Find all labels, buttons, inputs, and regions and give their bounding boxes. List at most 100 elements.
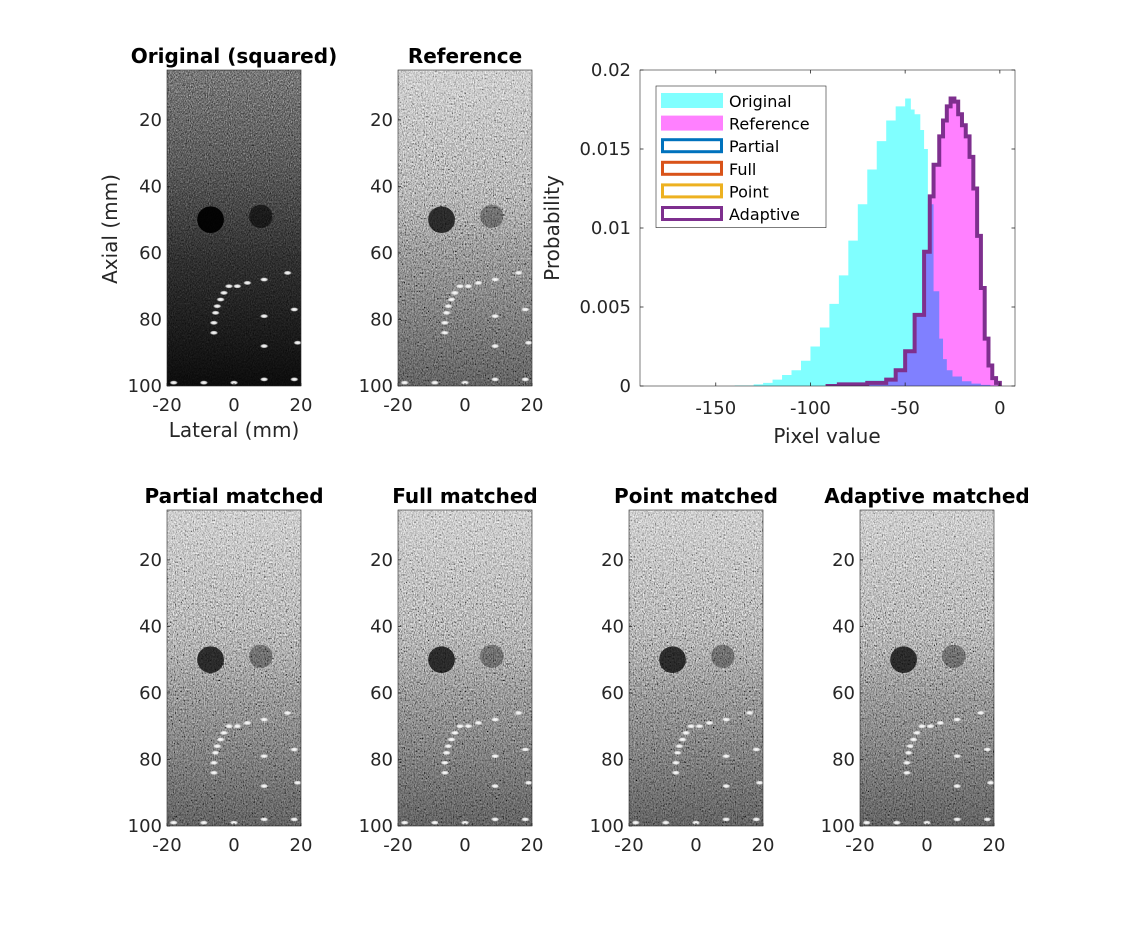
point-target [224,724,234,729]
point-target [952,817,962,822]
point-target [209,760,219,765]
point-target [673,750,682,756]
y-tick-label: 40 [139,616,162,637]
point-target [211,310,220,316]
x-tick-label: -150 [695,398,736,419]
point-target [259,313,269,319]
point-target [661,820,671,825]
panel-full: -20 0 20 20 40 60 80 100 Full matched [359,484,544,856]
legend-label: Reference [729,115,810,134]
cyst [890,646,917,673]
x-tick-label: 20 [290,835,313,856]
point-target [904,750,913,756]
point-target [976,710,985,716]
panel-original: -20 0 20 20 40 60 80 100 Original (squared) Lat… [98,44,337,442]
x-tick-label: 20 [752,835,775,856]
x-tick-label: 0 [228,395,239,416]
cyst [428,206,455,233]
point-target [936,720,945,726]
point-target [169,380,178,385]
point-target [442,750,451,756]
point-target [209,330,219,335]
point-target [686,724,696,729]
depth-shading [398,70,532,386]
y-tick-label: 0.01 [591,218,631,239]
y-tick-label: 20 [139,550,162,571]
point-target [290,307,299,312]
point-target [219,290,229,296]
panel-title: Reference [408,44,522,68]
y-tick-label: 60 [601,683,624,704]
point-target [721,717,731,722]
point-target [259,753,269,759]
y-tick-label: 60 [139,243,162,264]
point-target [440,320,450,325]
point-target [216,297,225,302]
point-target [430,380,440,385]
legend-label: Adaptive [729,205,800,224]
point-target [490,783,500,789]
depth-shading [167,510,301,826]
y-tick-label: 80 [601,749,624,770]
point-target [721,817,731,822]
point-target [691,820,701,825]
y-tick-label: 80 [370,749,393,770]
x-tick-label: 0 [994,398,1005,419]
point-target [952,717,962,722]
point-target [259,277,269,282]
point-target [892,820,902,825]
point-target [400,380,409,385]
point-target [209,320,219,325]
point-target [521,747,530,752]
bmode-image [167,70,301,386]
bmode-image [629,510,763,826]
point-target [259,717,269,722]
legend-item: Partial [661,137,779,156]
x-tick-label: -20 [845,835,874,856]
point-target [983,747,992,752]
y-tick-label: 40 [370,176,393,197]
y-tick-label: 20 [832,550,855,571]
bmode-image [860,510,994,826]
point-target [460,820,470,825]
y-tick-label: 0 [620,376,631,397]
y-tick-label: 100 [359,816,393,837]
depth-shading [167,70,301,386]
cyst [428,646,455,673]
legend-label: Original [729,92,792,111]
point-target [259,817,269,822]
panel-histogram: -150 -100 -50 0 0 0.005 0.01 0.015 0.02 Original R… [540,60,1016,448]
legend-label: Full [729,160,756,179]
x-tick-label: 20 [521,395,544,416]
point-target [440,330,450,335]
point-target [229,380,239,385]
x-tick-label: -20 [383,395,412,416]
point-target [524,340,532,345]
legend-item: Adaptive [661,205,800,224]
y-axis-label: Probability [540,175,564,281]
y-tick-label: 80 [370,309,393,330]
cyst [480,204,504,228]
point-target [745,710,754,716]
point-target [705,720,714,726]
y-tick-label: 100 [821,816,855,837]
cyst [711,644,735,668]
y-tick-label: 60 [370,683,393,704]
x-tick-label: 0 [690,835,701,856]
y-tick-label: 0.015 [579,139,631,160]
legend-swatch [661,115,723,131]
x-tick-label: -20 [152,835,181,856]
point-target [721,783,731,789]
panel-reference: -20 0 20 20 40 60 80 100 Reference [359,44,544,416]
point-target [219,730,229,736]
point-target [752,747,761,752]
point-target [233,284,242,289]
point-target [862,820,871,825]
point-target [909,737,918,742]
x-tick-label: 20 [521,835,544,856]
x-tick-label: -50 [890,398,919,419]
point-target [444,303,453,309]
panel-title: Full matched [392,484,537,508]
point-target [752,817,761,822]
point-target [455,284,465,289]
